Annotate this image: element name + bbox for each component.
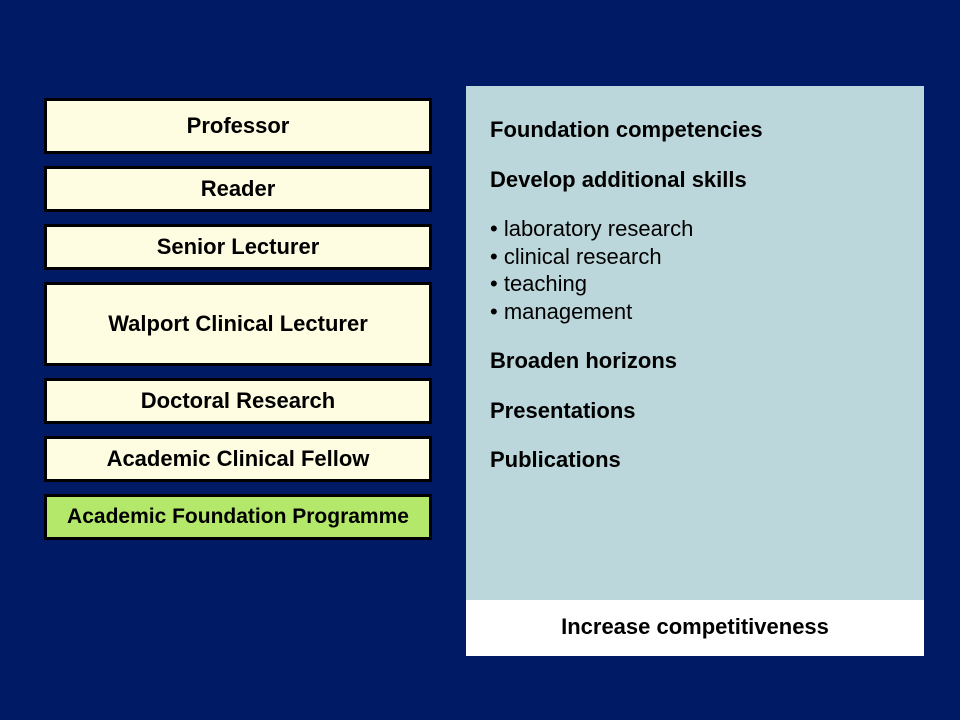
- ladder-box: Doctoral Research: [44, 378, 432, 424]
- footer-increase-competitiveness: Increase competitiveness: [466, 600, 924, 656]
- career-ladder-column: Professor Reader Senior Lecturer Walport Cl…: [44, 98, 432, 540]
- ladder-box: Senior Lecturer: [44, 224, 432, 270]
- heading-presentations: Presentations: [490, 397, 900, 425]
- heading-foundation: Foundation competencies: [490, 116, 900, 144]
- ladder-box: Walport Clinical Lecturer: [44, 282, 432, 366]
- heading-publications: Publications: [490, 446, 900, 474]
- ladder-box: Reader: [44, 166, 432, 212]
- skill-bullet: management: [490, 298, 900, 326]
- skill-bullet: clinical research: [490, 243, 900, 271]
- ladder-box: Academic Foundation Programme: [44, 494, 432, 540]
- skills-bullet-list: laboratory researchclinical researchteac…: [490, 215, 900, 325]
- heading-broaden: Broaden horizons: [490, 347, 900, 375]
- skill-bullet: teaching: [490, 270, 900, 298]
- competencies-panel: Foundation competencies Develop addition…: [466, 86, 924, 656]
- competencies-body: Foundation competencies Develop addition…: [466, 86, 924, 600]
- skill-bullet: laboratory research: [490, 215, 900, 243]
- ladder-box: Academic Clinical Fellow: [44, 436, 432, 482]
- heading-develop: Develop additional skills: [490, 166, 900, 194]
- ladder-box: Professor: [44, 98, 432, 154]
- slide: Professor Reader Senior Lecturer Walport Cl…: [0, 0, 960, 720]
